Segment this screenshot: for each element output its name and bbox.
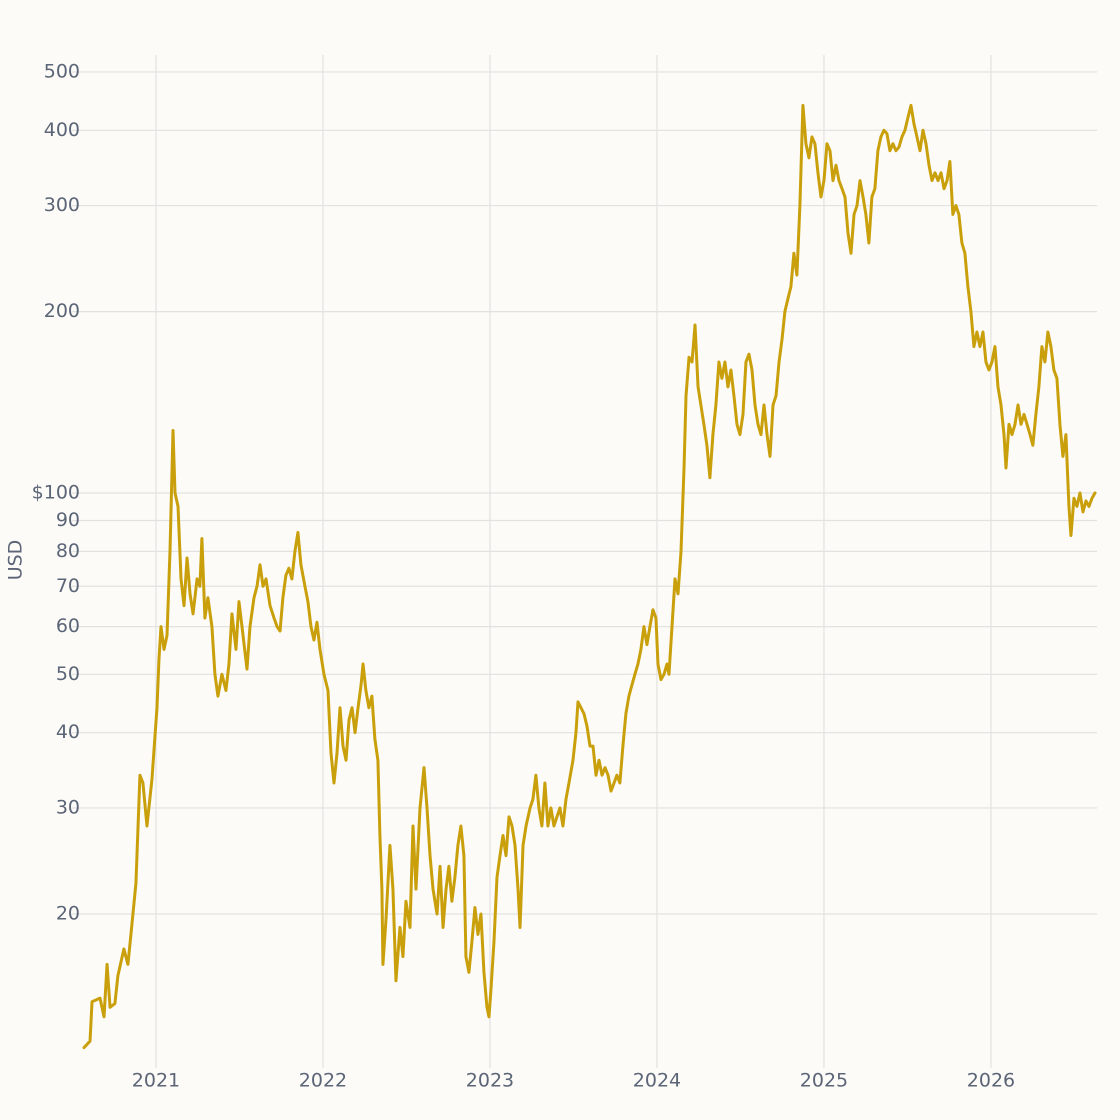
x-tick-label: 2024: [633, 1070, 681, 1092]
x-tick-label: 2026: [967, 1070, 1015, 1092]
y-tick-label: 400: [44, 119, 80, 141]
y-axis-label: USD: [5, 540, 27, 581]
y-tick-label: 50: [56, 663, 80, 685]
y-tick-label: $100: [32, 481, 80, 503]
x-tick-label: 2022: [299, 1070, 347, 1092]
y-tick-label: 60: [56, 615, 80, 637]
y-tick-label: 40: [56, 721, 80, 743]
y-tick-label: 500: [44, 60, 80, 82]
y-tick-label: 30: [56, 796, 80, 818]
y-tick-label: 200: [44, 300, 80, 322]
y-tick-label: 70: [56, 575, 80, 597]
price-line: [82, 103, 1097, 1050]
y-tick-label: 80: [56, 540, 80, 562]
y-tick-label: 300: [44, 194, 80, 216]
x-tick-label: 2023: [466, 1070, 514, 1092]
x-tick-label: 2025: [800, 1070, 848, 1092]
y-tick-label: 90: [56, 509, 80, 531]
x-tick-label: 2021: [132, 1070, 180, 1092]
y-tick-label: 20: [56, 903, 80, 925]
